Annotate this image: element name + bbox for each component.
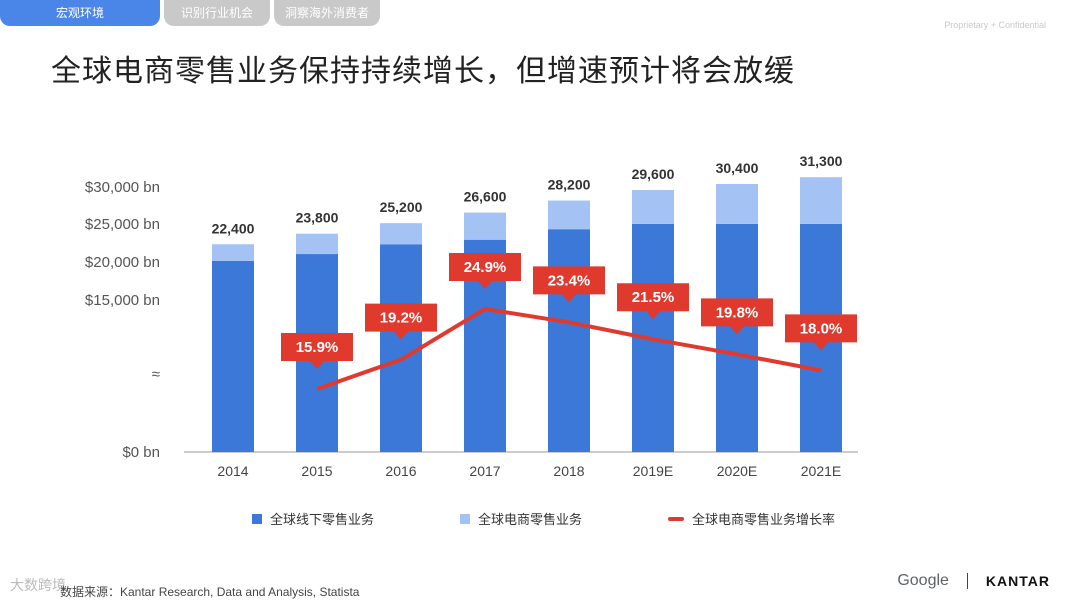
legend-swatch-online xyxy=(460,513,470,524)
google-logo: Google xyxy=(897,572,949,589)
source-note: 数据来源：Kantar Research, Data and Analysis,… xyxy=(60,585,360,599)
x-tick-label: 2021E xyxy=(801,463,841,479)
bar-offline xyxy=(548,229,590,452)
legend-swatch-offline xyxy=(252,513,262,524)
y-tick-label: $30,000 bn xyxy=(85,179,160,196)
legend-item-growth: 全球电商零售业务增长率 xyxy=(668,509,835,528)
x-tick-label: 2019E xyxy=(633,463,673,479)
bar-offline xyxy=(716,223,758,452)
y-tick-label: $0 bn xyxy=(122,444,160,461)
kantar-logo: KANTAR xyxy=(985,573,1050,589)
legend-swatch-growth xyxy=(668,516,684,521)
growth-callout xyxy=(701,298,773,335)
bar-offline xyxy=(380,244,422,452)
watermark: 大数跨境 xyxy=(10,577,66,593)
y-tick-label: $20,000 bn xyxy=(85,254,160,271)
x-tick-label: 2014 xyxy=(217,463,248,479)
x-tick-label: 2020E xyxy=(717,463,757,479)
growth-line xyxy=(316,307,822,391)
growth-callout xyxy=(365,303,437,340)
bar-online xyxy=(548,200,590,230)
legend-label-online: 全球电商零售业务 xyxy=(478,512,583,527)
bar-online xyxy=(464,212,506,240)
legend-item-offline: 全球线下零售业务 xyxy=(252,509,374,528)
x-tick-label: 2016 xyxy=(385,463,416,479)
growth-callout xyxy=(533,266,605,303)
bar-total-label: 23,800 xyxy=(296,210,339,226)
bar-total-label: 26,600 xyxy=(464,189,507,205)
bar-offline xyxy=(212,260,254,452)
bar-total-label: 25,200 xyxy=(380,199,423,215)
logo-divider xyxy=(966,573,968,589)
tab-overseas-consumers[interactable]: 洞察海外消费者 xyxy=(274,0,380,26)
x-tick-label: 2017 xyxy=(469,463,500,479)
page-title: 全球电商零售业务保持持续增长，但增速预计将会放缓 xyxy=(51,54,795,89)
tab-industry-opportunities[interactable]: 识别行业机会 xyxy=(164,0,270,26)
growth-label: 19.8% xyxy=(716,304,759,321)
bar-online xyxy=(716,183,758,224)
bar-online xyxy=(380,223,422,245)
growth-label: 15.9% xyxy=(296,339,339,356)
bar-online xyxy=(632,190,674,224)
bar-online xyxy=(296,233,338,255)
legend-label-offline: 全球线下零售业务 xyxy=(270,512,375,527)
chart-legend: 全球线下零售业务 全球电商零售业务 全球电商零售业务增长率 xyxy=(0,509,1080,529)
confidential-note: Proprietary + Confidential xyxy=(944,20,1046,30)
section-tabs: 宏观环境 识别行业机会 洞察海外消费者 xyxy=(0,0,384,26)
growth-label: 24.9% xyxy=(464,259,507,276)
growth-label: 18.0% xyxy=(800,320,843,337)
x-tick-label: 2015 xyxy=(301,463,332,479)
tab-macro-environment[interactable]: 宏观环境 xyxy=(0,0,160,26)
y-tick-label: $25,000 bn xyxy=(85,216,160,233)
y-tick-label: $15,000 bn xyxy=(85,292,160,309)
bar-online xyxy=(800,177,842,224)
y-tick-label: ≈ xyxy=(152,366,160,383)
bar-total-label: 22,400 xyxy=(212,220,255,236)
growth-callout xyxy=(281,333,353,369)
growth-label: 21.5% xyxy=(632,289,675,306)
bar-total-label: 31,300 xyxy=(800,153,843,169)
footer-logos: Google KANTAR xyxy=(897,572,1050,590)
growth-callout xyxy=(449,253,521,289)
bar-total-label: 30,400 xyxy=(716,160,759,176)
bar-online xyxy=(212,244,254,261)
legend-label-growth: 全球电商零售业务增长率 xyxy=(692,512,836,527)
growth-label: 23.4% xyxy=(548,272,591,289)
legend-item-online: 全球电商零售业务 xyxy=(460,509,582,528)
growth-callout xyxy=(617,283,689,320)
bar-total-label: 29,600 xyxy=(632,166,675,182)
growth-label: 19.2% xyxy=(380,310,423,327)
growth-callout xyxy=(785,314,857,351)
bar-total-label: 28,200 xyxy=(548,177,591,193)
x-tick-label: 2018 xyxy=(553,463,584,479)
